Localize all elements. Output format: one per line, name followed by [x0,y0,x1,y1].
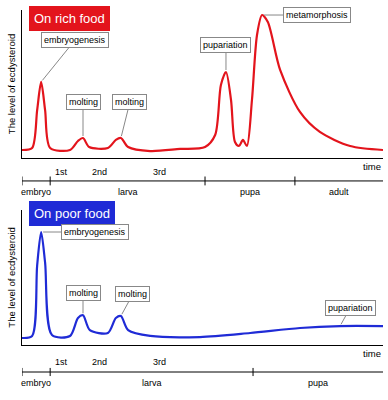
svg-text:pupariation: pupariation [328,303,373,313]
svg-text:pupa: pupa [240,187,260,197]
svg-text:adult: adult [329,187,349,197]
svg-text:larva: larva [142,378,162,388]
svg-text:molting: molting [69,97,98,107]
svg-text:On poor food: On poor food [34,206,110,221]
svg-text:1st: 1st [55,357,68,367]
svg-text:2nd: 2nd [92,357,107,367]
svg-text:3rd: 3rd [153,167,166,177]
svg-text:embryogenesis: embryogenesis [44,35,106,45]
svg-text:On rich food: On rich food [34,11,105,26]
svg-text:2nd: 2nd [92,167,107,177]
svg-text:time: time [363,161,381,172]
svg-text:molting: molting [115,97,144,107]
svg-text:metamorphosis: metamorphosis [286,10,348,20]
svg-text:pupa: pupa [308,378,328,388]
svg-text:molting: molting [69,288,98,298]
svg-text:embryo: embryo [21,187,51,197]
svg-text:The level of ecdysteroid: The level of ecdysteroid [6,34,17,134]
svg-text:larva: larva [118,187,138,197]
svg-text:embryogenesis: embryogenesis [64,227,126,237]
svg-text:pupariation: pupariation [203,40,248,50]
svg-text:1st: 1st [55,167,68,177]
svg-text:embryo: embryo [21,378,51,388]
svg-text:The level of ecdysteroid: The level of ecdysteroid [6,227,17,327]
svg-text:molting: molting [118,289,147,299]
svg-text:time: time [363,348,381,359]
svg-text:3rd: 3rd [153,357,166,367]
